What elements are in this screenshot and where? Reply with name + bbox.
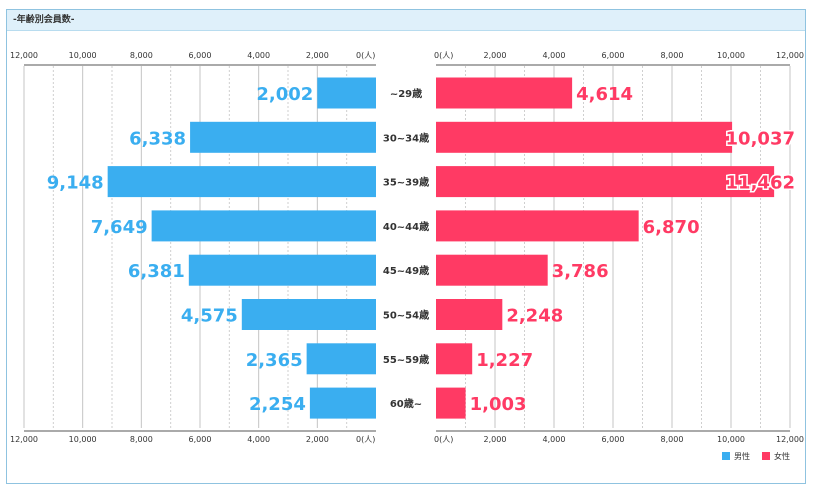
tick-label-right: 4,000: [543, 51, 566, 60]
tick-label-left: 10,000: [69, 51, 97, 60]
tick-label-left: 6,000: [189, 51, 212, 60]
tick-label-right: 6,000: [602, 435, 625, 444]
value-label-male: 2,365: [246, 350, 303, 371]
bar-female: [436, 77, 573, 109]
tick-label-left: 8,000: [130, 51, 153, 60]
tick-label-right: 2,000: [484, 435, 507, 444]
value-label-female: 1,003: [470, 394, 527, 415]
bar-female: [436, 121, 733, 153]
value-label-female: 11,462: [726, 173, 795, 194]
value-label-female: 4,614: [576, 84, 633, 105]
tick-label-left: 2,000: [306, 435, 329, 444]
tick-label-right: 10,000: [717, 435, 745, 444]
bar-male: [241, 299, 376, 330]
tick-label-right: 0(人): [434, 51, 453, 60]
value-label-female: 3,786: [552, 261, 609, 282]
tick-label-right: 10,000: [717, 51, 745, 60]
age-group-label: 55~59歳: [383, 353, 429, 366]
tick-label-left: 2,000: [306, 51, 329, 60]
tick-label-left: 0(人): [356, 435, 375, 444]
bar-female: [436, 166, 775, 198]
tick-label-right: 0(人): [434, 435, 453, 444]
age-group-label: 50~54歳: [383, 309, 429, 322]
bar-female: [436, 254, 548, 286]
tick-label-left: 4,000: [247, 435, 270, 444]
age-group-label: ~29歳: [390, 87, 422, 100]
tick-label-left: 0(人): [356, 51, 375, 60]
tick-label-right: 12,000: [776, 51, 804, 60]
bar-male: [309, 387, 376, 419]
age-group-label: 60歳~: [390, 397, 422, 410]
age-group-label: 30~34歳: [383, 131, 429, 144]
value-label-male: 7,649: [91, 217, 148, 238]
bar-male: [306, 343, 376, 375]
tick-label-left: 12,000: [10, 435, 38, 444]
bar-male: [151, 210, 376, 242]
bar-male: [317, 77, 376, 109]
value-label-male: 2,254: [249, 394, 306, 415]
value-label-male: 6,338: [129, 128, 186, 149]
age-group-label: 40~44歳: [383, 220, 429, 233]
legend-swatch-female: [762, 452, 770, 460]
value-label-male: 4,575: [181, 306, 238, 327]
bar-female: [436, 299, 503, 330]
tick-label-left: 6,000: [189, 435, 212, 444]
age-group-label: 35~39歳: [383, 176, 429, 189]
bar-male: [107, 166, 377, 198]
value-label-male: 6,381: [128, 261, 185, 282]
value-label-male: 9,148: [47, 173, 104, 194]
value-label-female: 10,037: [726, 128, 795, 149]
legend-label-male: 男性: [734, 451, 750, 461]
tick-label-right: 4,000: [543, 435, 566, 444]
tick-label-left: 8,000: [130, 435, 153, 444]
panel-title: -年齢別会員数-: [7, 10, 805, 31]
bar-male: [188, 254, 376, 286]
legend-swatch-male: [722, 452, 730, 460]
chart-panel: -年齢別会員数-: [6, 9, 806, 484]
tick-label-left: 4,000: [247, 51, 270, 60]
value-label-female: 1,227: [476, 350, 533, 371]
bar-male: [190, 121, 376, 153]
tick-label-right: 8,000: [661, 435, 684, 444]
value-label-female: 6,870: [643, 217, 700, 238]
tick-label-right: 2,000: [484, 51, 507, 60]
age-group-label: 45~49歳: [383, 264, 429, 277]
value-label-male: 2,002: [256, 84, 313, 105]
tick-label-left: 12,000: [10, 51, 38, 60]
tick-label-right: 12,000: [776, 435, 804, 444]
value-label-female: 2,248: [506, 306, 563, 327]
tick-label-right: 8,000: [661, 51, 684, 60]
bar-female: [436, 343, 473, 375]
bar-female: [436, 387, 466, 419]
tick-label-left: 10,000: [69, 435, 97, 444]
tick-label-right: 6,000: [602, 51, 625, 60]
bar-female: [436, 210, 639, 242]
legend-label-female: 女性: [774, 451, 790, 461]
